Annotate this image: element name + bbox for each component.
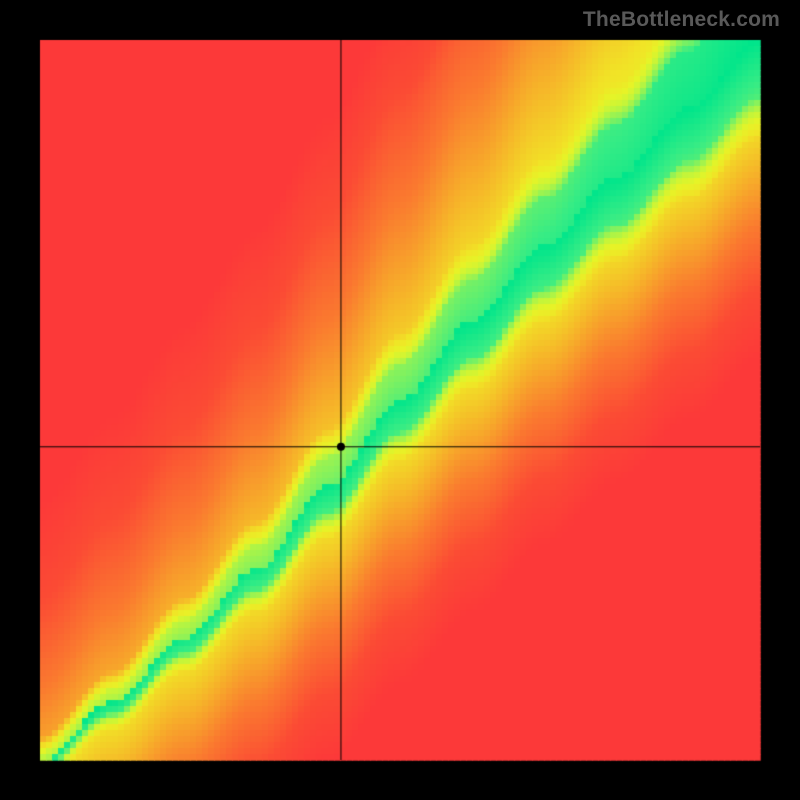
chart-container: TheBottleneck.com: [0, 0, 800, 800]
watermark-text: TheBottleneck.com: [583, 8, 780, 32]
heatmap-canvas: [0, 0, 800, 800]
